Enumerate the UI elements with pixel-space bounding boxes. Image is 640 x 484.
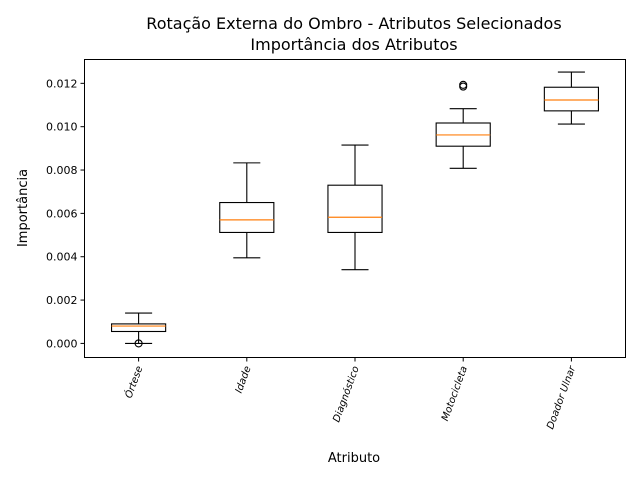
box-3 xyxy=(327,144,383,271)
x-axis-label: Atributo xyxy=(328,451,380,466)
y-tick-label: 0.002 xyxy=(46,294,78,307)
chart-subtitle: Importância dos Atributos xyxy=(250,35,457,54)
x-tick-label: Doador Ulnar xyxy=(545,364,578,431)
x-axis: Órtese Idade Diagnóstico Motocicleta Doador … xyxy=(122,357,579,431)
y-tick-label: 0.008 xyxy=(46,164,78,177)
y-tick-label: 0.004 xyxy=(46,251,78,264)
y-tick-label: 0.012 xyxy=(46,77,78,90)
iqr-box xyxy=(327,184,383,233)
y-tick-label: 0.000 xyxy=(46,337,78,350)
plot-area xyxy=(84,59,626,358)
box-5 xyxy=(543,71,599,125)
box-1 xyxy=(111,312,167,348)
x-tick-label: Órtese xyxy=(122,364,146,400)
y-tick-label: 0.010 xyxy=(46,121,78,134)
x-tick-label: Idade xyxy=(234,365,254,395)
iqr-box xyxy=(111,323,167,333)
plot-frame xyxy=(84,59,626,358)
boxes xyxy=(111,71,599,348)
iqr-box xyxy=(219,201,275,233)
outlier-point xyxy=(134,339,143,348)
y-axis: 0.000 0.002 0.004 0.006 0.008 0.010 0.012 xyxy=(46,77,85,350)
x-tick-label: Motocicleta xyxy=(440,365,470,423)
box-4 xyxy=(435,80,491,169)
x-tick-label: Diagnóstico xyxy=(330,364,361,423)
box-2 xyxy=(219,162,275,259)
chart-title: Rotação Externa do Ombro - Atributos Sel… xyxy=(146,14,561,33)
outlier-point xyxy=(459,80,468,89)
y-tick-label: 0.006 xyxy=(46,207,78,220)
y-axis-label: Importância xyxy=(16,169,31,247)
iqr-box xyxy=(543,86,599,112)
